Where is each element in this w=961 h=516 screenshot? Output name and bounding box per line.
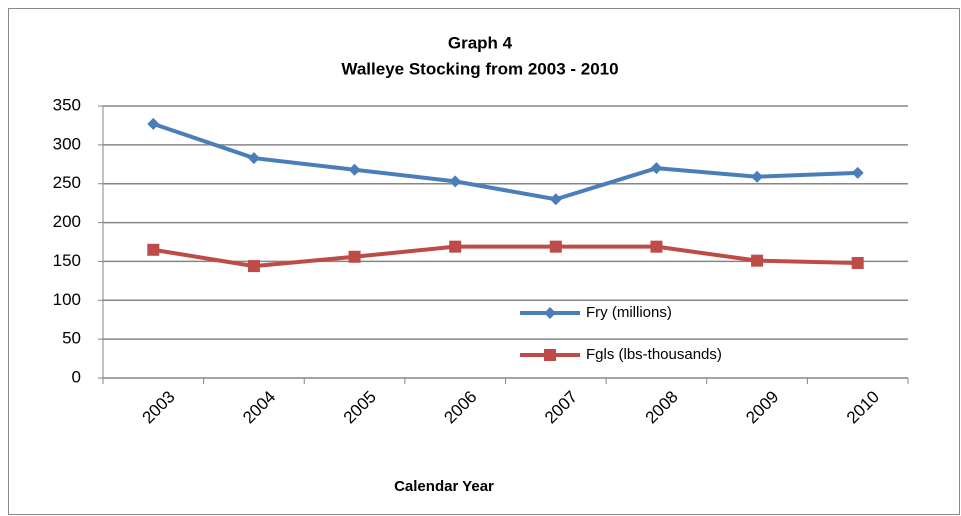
data-point — [751, 170, 764, 183]
legend-marker — [544, 349, 556, 361]
data-point — [449, 240, 462, 253]
data-point — [449, 175, 462, 188]
data-point — [147, 117, 160, 130]
y-tick-label: 0 — [72, 367, 81, 386]
data-point — [348, 250, 361, 263]
chart-subtitle: Walleye Stocking from 2003 - 2010 — [341, 59, 618, 78]
data-point — [247, 260, 260, 273]
x-axis-title: Calendar Year — [394, 478, 494, 495]
chart-title: Graph 4 — [448, 33, 513, 52]
data-point — [650, 240, 663, 253]
data-point — [851, 166, 864, 179]
y-tick-label: 350 — [53, 95, 81, 114]
data-point — [549, 240, 562, 253]
y-tick-label: 300 — [53, 134, 81, 153]
legend-marker — [544, 307, 556, 319]
data-point — [751, 254, 764, 267]
series-line — [152, 244, 858, 269]
data-point — [247, 152, 260, 165]
series-line — [152, 121, 858, 202]
y-tick-label: 50 — [62, 329, 81, 348]
data-point — [147, 243, 160, 256]
y-tick-label: 250 — [53, 173, 81, 192]
legend-label: Fgls (lbs-thousands) — [586, 346, 722, 363]
data-point — [851, 256, 864, 269]
y-tick-label: 200 — [53, 212, 81, 231]
data-point — [549, 193, 562, 206]
data-point — [348, 163, 361, 176]
y-tick-label: 100 — [53, 290, 81, 309]
y-tick-label: 150 — [53, 251, 81, 270]
legend-label: Fry (millions) — [586, 304, 672, 321]
data-point — [650, 162, 663, 175]
